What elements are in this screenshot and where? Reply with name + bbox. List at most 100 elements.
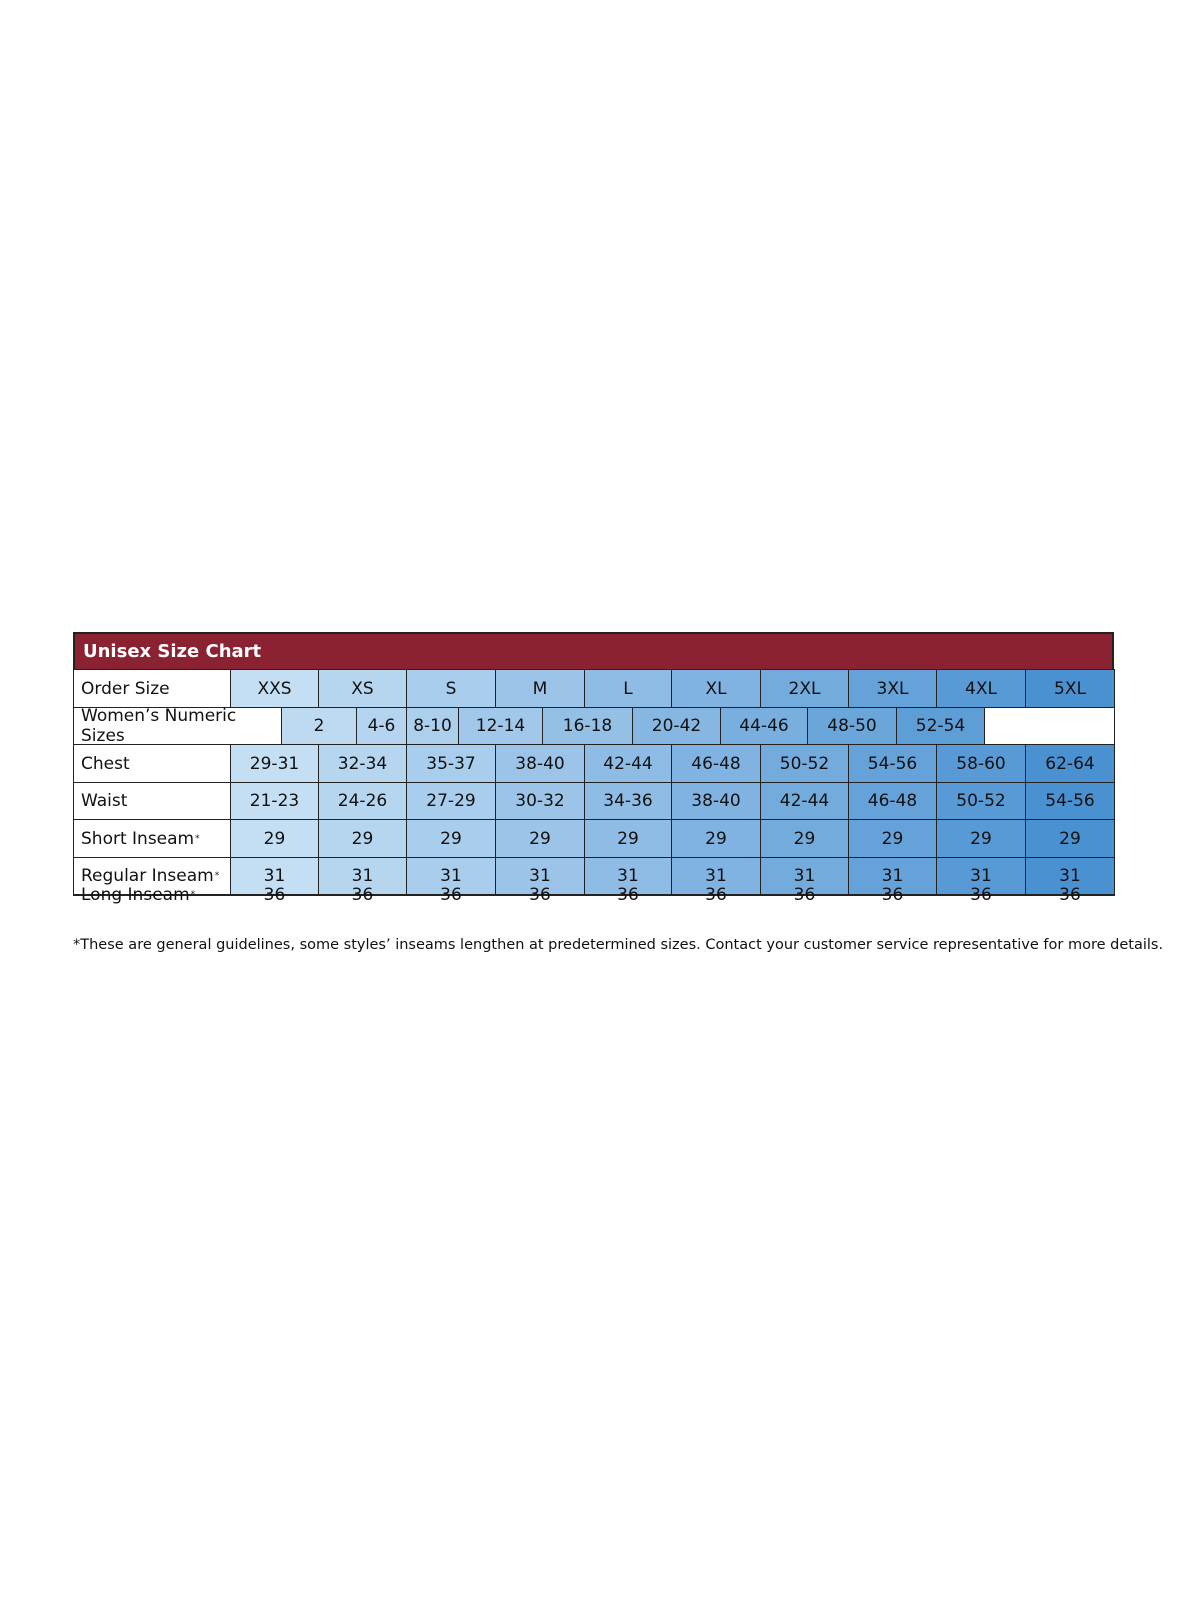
cell-text: S (445, 678, 457, 699)
cell-text: 46-48 (867, 791, 918, 811)
cell-text: 29 (970, 828, 992, 849)
cell-text: 31 (705, 866, 727, 886)
measurement-cell: 36 (936, 885, 1026, 905)
order-size-cell: 5XL (1025, 669, 1115, 708)
cell-text: 58-60 (956, 753, 1006, 774)
cell-text: 54-56 (867, 753, 918, 774)
cell-text: 16-18 (562, 716, 613, 736)
measurement-cell: 29 (760, 819, 849, 858)
womens-size-cell: 8-10 (406, 707, 459, 745)
row-label: Women’s Numeric Sizes (73, 706, 282, 746)
order-size-cell: S (406, 669, 496, 708)
measurement-cell: 36 (760, 885, 849, 905)
cell-text: 30-32 (515, 791, 565, 811)
row-label: Short Inseam * (73, 819, 231, 858)
measurement-cell: 54-56 (1025, 782, 1115, 820)
measurement-cell: 29 (671, 819, 761, 858)
cell-text: 36 (263, 885, 286, 905)
cell-text: 29 (705, 828, 727, 849)
measurement-cell: 31 (936, 857, 1026, 895)
measurement-cell: 29 (495, 819, 585, 858)
cell-text: 50-52 (779, 753, 830, 774)
cell-text: 24-26 (337, 791, 388, 811)
cell-text: 8-10 (413, 716, 452, 736)
order-size-cell: 2XL (760, 669, 849, 708)
measurement-cell: 27-29 (406, 782, 496, 820)
measurement-cell: 24-26 (318, 782, 407, 820)
cell-text: 31 (1059, 866, 1081, 886)
cell-text: 31 (970, 866, 992, 886)
cell-text: 36 (529, 885, 551, 905)
cell-text: 62-64 (1045, 753, 1095, 774)
cell-text: M (532, 678, 548, 699)
cell-text: Women’s Numeric Sizes (81, 706, 237, 746)
measurement-cell: 36 (406, 885, 496, 905)
order-size-cell: 4XL (936, 669, 1026, 708)
measurement-cell: 29 (936, 819, 1026, 858)
measurement-cell: 31 (584, 857, 672, 895)
size-chart-table: Unisex Size Chart Order Size XXS XS S M L XL 2X… (73, 632, 1115, 905)
cell-text: 36 (705, 885, 727, 905)
cell-text: 42-44 (779, 791, 830, 811)
row-label: Chest (73, 744, 231, 783)
cell-text: 36 (970, 885, 992, 905)
measurement-cell: 29 (406, 819, 496, 858)
measurement-cell: 31 (671, 857, 761, 895)
measurement-cell: 36 (671, 885, 761, 905)
cell-text: 31 (263, 866, 286, 886)
cell-text: 34-36 (603, 791, 653, 811)
measurement-cell: 36 (495, 885, 585, 905)
measurement-cell: 36 (584, 885, 672, 905)
measurement-cell: 58-60 (936, 744, 1026, 783)
measurement-cell: 29-31 (230, 744, 319, 783)
measurement-cell: 35-37 (406, 744, 496, 783)
cell-text: 2XL (788, 678, 821, 699)
cell-text: 29 (1059, 828, 1081, 849)
cell-text: L (623, 678, 633, 699)
cell-text: 31 (793, 866, 816, 886)
row-label: Waist (73, 782, 231, 820)
cell-text: 12-14 (475, 716, 526, 736)
cell-text: 29 (351, 828, 374, 849)
womens-size-cell: 12-14 (458, 707, 543, 745)
measurement-cell: 38-40 (495, 744, 585, 783)
cell-text: 2 (313, 716, 325, 736)
measurement-cell: 31 (495, 857, 585, 895)
empty-cell (984, 707, 1115, 745)
cell-text: 29-31 (249, 753, 300, 774)
cell-text: 36 (617, 885, 639, 905)
womens-size-cell: 44-46 (720, 707, 808, 745)
measurement-cell: 36 (318, 885, 407, 905)
cell-text: 42-44 (603, 753, 653, 774)
cell-text: 29 (881, 828, 904, 849)
measurement-cell: 32-34 (318, 744, 407, 783)
measurement-cell: 30-32 (495, 782, 585, 820)
cell-text: 32-34 (337, 753, 388, 774)
measurement-cell: 29 (318, 819, 407, 858)
measurement-cell: 46-48 (848, 782, 937, 820)
cell-text: 36 (440, 885, 462, 905)
womens-size-cell: 52-54 (896, 707, 985, 745)
measurement-cell: 46-48 (671, 744, 761, 783)
measurement-cell: 34-36 (584, 782, 672, 820)
cell-text: 29 (263, 828, 286, 849)
womens-size-cell: 20-42 (632, 707, 721, 745)
cell-text: Order Size (81, 678, 170, 699)
cell-text: 29 (440, 828, 462, 849)
cell-text: 38-40 (691, 791, 741, 811)
order-size-cell: XL (671, 669, 761, 708)
cell-text: Long Inseam (81, 885, 190, 905)
cell-text: 44-46 (739, 716, 789, 736)
measurement-cell: 31 (760, 857, 849, 895)
cell-text: 36 (793, 885, 816, 905)
womens-size-cell: 2 (281, 707, 357, 745)
cell-text: 31 (529, 866, 551, 886)
order-size-cell: M (495, 669, 585, 708)
order-size-cell: XS (318, 669, 407, 708)
measurement-cell: 42-44 (584, 744, 672, 783)
measurement-cell: 31 (318, 857, 407, 895)
asterisk: * (190, 890, 196, 900)
cell-text: 46-48 (691, 753, 741, 774)
cell-text: 29 (793, 828, 816, 849)
cell-text: 31 (617, 866, 639, 886)
